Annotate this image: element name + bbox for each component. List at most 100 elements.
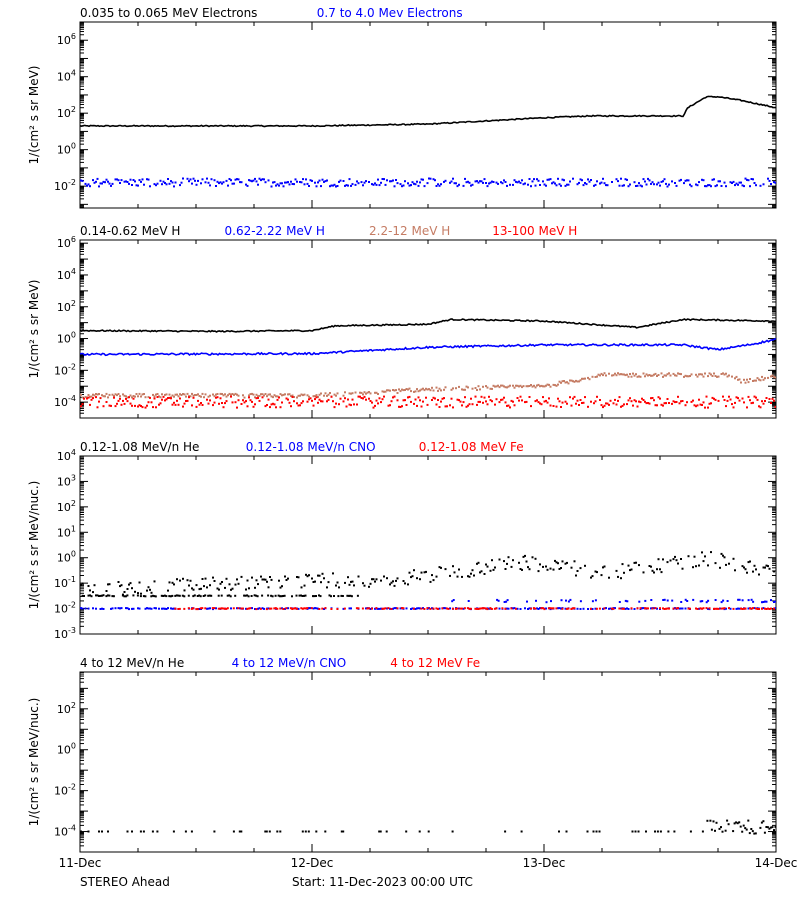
data-point xyxy=(539,402,541,405)
data-point xyxy=(615,569,618,572)
data-point xyxy=(348,392,351,395)
data-point xyxy=(153,395,156,398)
data-point xyxy=(741,184,744,187)
data-point xyxy=(570,404,573,407)
data-point xyxy=(221,182,223,185)
data-point xyxy=(773,601,775,603)
data-point xyxy=(311,577,313,580)
data-point xyxy=(762,607,765,610)
data-point xyxy=(191,182,193,185)
data-point xyxy=(225,179,228,182)
data-point xyxy=(417,607,420,610)
data-point xyxy=(711,396,714,399)
data-point xyxy=(261,393,264,396)
data-point xyxy=(494,566,496,569)
data-point xyxy=(302,394,304,397)
data-point xyxy=(764,607,766,610)
data-point xyxy=(285,397,288,400)
data-point xyxy=(308,395,310,398)
data-point xyxy=(702,179,705,182)
data-point xyxy=(741,599,744,602)
data-point xyxy=(458,607,460,610)
data-point xyxy=(317,401,319,404)
data-point xyxy=(765,608,768,610)
data-point xyxy=(111,393,114,396)
data-point xyxy=(582,377,585,380)
data-point xyxy=(261,578,264,581)
data-point xyxy=(341,595,344,597)
data-point xyxy=(620,607,622,610)
data-point xyxy=(179,184,181,187)
data-point xyxy=(260,393,262,396)
data-point xyxy=(771,826,774,829)
data-point xyxy=(549,178,552,181)
data-point xyxy=(497,599,500,602)
data-point xyxy=(725,563,727,566)
data-point xyxy=(663,608,666,610)
data-point xyxy=(162,595,165,597)
data-point xyxy=(549,567,552,570)
data-point xyxy=(338,180,340,183)
data-point xyxy=(512,384,514,387)
data-point xyxy=(209,394,211,397)
data-point xyxy=(240,830,243,833)
data-point xyxy=(426,182,429,185)
data-point xyxy=(252,405,255,408)
data-point xyxy=(324,392,327,395)
data-point xyxy=(267,586,270,589)
data-point xyxy=(380,401,382,404)
data-point xyxy=(534,557,537,560)
data-point xyxy=(393,607,396,610)
data-point xyxy=(651,181,654,184)
data-point xyxy=(482,181,484,184)
data-point xyxy=(315,607,318,610)
data-point xyxy=(207,607,210,610)
data-point xyxy=(279,182,282,185)
data-point xyxy=(104,181,106,184)
data-point xyxy=(498,558,501,561)
data-point xyxy=(469,607,472,610)
data-point xyxy=(156,182,159,185)
data-point xyxy=(426,403,429,406)
data-point xyxy=(635,561,637,564)
data-point xyxy=(645,607,648,610)
data-point xyxy=(774,376,776,379)
data-point xyxy=(188,396,190,399)
data-point xyxy=(722,554,724,557)
data-point xyxy=(200,395,202,398)
data-point xyxy=(711,375,714,377)
data-point xyxy=(182,177,184,180)
data-point xyxy=(254,396,256,399)
data-point xyxy=(384,390,387,393)
data-point xyxy=(674,374,676,377)
data-point xyxy=(162,607,165,610)
data-point xyxy=(179,579,181,582)
data-point xyxy=(215,393,217,396)
data-point xyxy=(164,399,166,402)
data-point xyxy=(600,372,603,375)
data-point xyxy=(506,562,508,565)
data-point xyxy=(128,396,130,399)
data-point xyxy=(695,405,697,408)
data-point xyxy=(500,398,502,401)
data-point xyxy=(456,575,459,578)
data-point xyxy=(489,399,492,402)
data-point xyxy=(627,185,630,188)
data-point xyxy=(272,402,274,405)
data-point xyxy=(95,594,97,597)
data-point xyxy=(605,374,607,377)
data-point xyxy=(479,400,481,403)
data-point xyxy=(131,404,133,407)
data-point xyxy=(284,575,286,578)
data-point xyxy=(147,586,150,589)
data-point xyxy=(641,397,643,400)
data-point xyxy=(480,570,483,573)
data-point xyxy=(486,608,489,611)
data-point xyxy=(540,403,543,406)
data-point xyxy=(717,607,720,610)
data-point xyxy=(662,375,664,378)
data-point xyxy=(723,399,726,401)
data-point xyxy=(304,830,307,833)
data-point xyxy=(375,578,378,581)
